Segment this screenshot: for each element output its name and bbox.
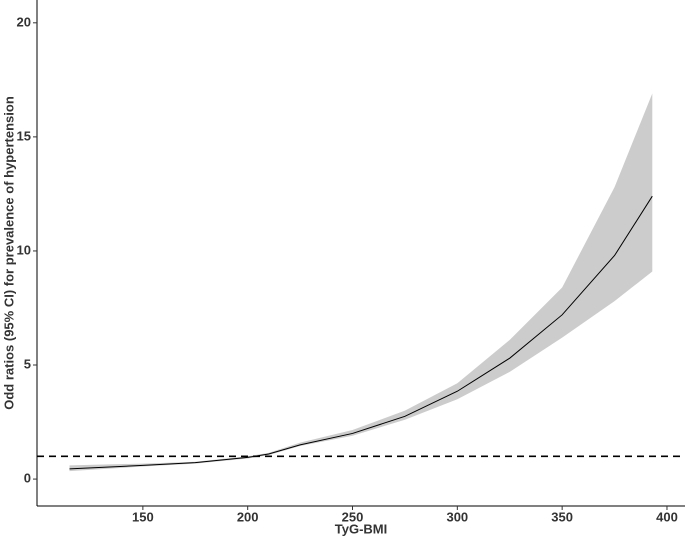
y-tick-label: 5 bbox=[24, 356, 31, 371]
x-tick-label: 300 bbox=[446, 509, 468, 524]
y-tick-label: 15 bbox=[17, 128, 31, 143]
x-axis-title: TyG-BMI bbox=[335, 521, 387, 536]
y-tick-label: 10 bbox=[17, 242, 31, 257]
x-tick-label: 150 bbox=[132, 509, 154, 524]
x-tick-label: 350 bbox=[551, 509, 573, 524]
x-tick-label: 400 bbox=[656, 509, 678, 524]
y-tick-label: 20 bbox=[17, 14, 31, 29]
y-tick-label: 0 bbox=[24, 471, 31, 486]
y-axis-title: Odd ratios (95% CI) for prevalence of hy… bbox=[1, 96, 16, 410]
line bbox=[69, 195, 653, 470]
x-tick-label: 200 bbox=[237, 509, 259, 524]
x-tick-label: 250 bbox=[342, 509, 364, 524]
confidence-band bbox=[69, 93, 653, 472]
